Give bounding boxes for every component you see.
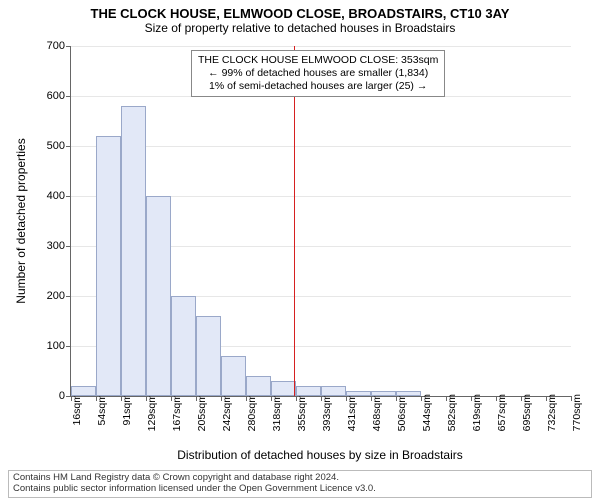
x-axis-label: Distribution of detached houses by size … [70, 448, 570, 462]
x-tick-label: 167sqm [171, 394, 183, 431]
histogram-bar [171, 296, 196, 396]
x-tick-label: 770sqm [571, 394, 583, 431]
histogram-bar [271, 381, 296, 396]
y-tick-label: 300 [31, 240, 65, 252]
histogram-bar [396, 391, 421, 396]
y-tick-label: 0 [31, 390, 65, 402]
x-tick-label: 506sqm [396, 394, 408, 431]
histogram-bar [196, 316, 221, 396]
y-tick-label: 700 [31, 40, 65, 52]
y-tick-mark [66, 96, 71, 97]
y-tick-label: 600 [31, 90, 65, 102]
y-tick-mark [66, 196, 71, 197]
x-tick-label: 431sqm [346, 394, 358, 431]
footer-line2: Contains public sector information licen… [13, 484, 587, 495]
y-tick-label: 500 [31, 140, 65, 152]
y-tick-mark [66, 296, 71, 297]
y-tick-label: 400 [31, 190, 65, 202]
x-tick-label: 468sqm [371, 394, 383, 431]
histogram-bar [146, 196, 171, 396]
histogram-bar [71, 386, 96, 396]
annotation-line2: ← 99% of detached houses are smaller (1,… [198, 67, 438, 80]
histogram-bar [221, 356, 246, 396]
x-tick-label: 695sqm [521, 394, 533, 431]
y-axis-label: Number of detached properties [14, 138, 28, 303]
y-tick-mark [66, 246, 71, 247]
x-tick-label: 16sqm [71, 394, 83, 426]
x-tick-label: 129sqm [146, 394, 158, 431]
x-tick-label: 544sqm [421, 394, 433, 431]
x-tick-label: 355sqm [296, 394, 308, 431]
histogram-bar [296, 386, 321, 396]
chart-container: THE CLOCK HOUSE, ELMWOOD CLOSE, BROADSTA… [0, 0, 600, 500]
annotation-line3: 1% of semi-detached houses are larger (2… [198, 80, 438, 93]
x-tick-label: 582sqm [446, 394, 458, 431]
x-tick-label: 242sqm [221, 394, 233, 431]
x-tick-label: 393sqm [321, 394, 333, 431]
y-tick-label: 200 [31, 290, 65, 302]
x-tick-label: 657sqm [496, 394, 508, 431]
x-tick-label: 54sqm [96, 394, 108, 426]
x-tick-label: 91sqm [121, 394, 133, 426]
gridline [71, 146, 571, 147]
annotation-box: THE CLOCK HOUSE ELMWOOD CLOSE: 353sqm ← … [191, 50, 445, 97]
y-tick-mark [66, 46, 71, 47]
histogram-bar [346, 391, 371, 396]
plot-area: 010020030040050060070016sqm54sqm91sqm129… [70, 46, 571, 397]
marker-line [294, 46, 295, 396]
chart-subtitle: Size of property relative to detached ho… [0, 21, 600, 39]
chart-title: THE CLOCK HOUSE, ELMWOOD CLOSE, BROADSTA… [0, 0, 600, 21]
histogram-bar [371, 391, 396, 396]
annotation-line1: THE CLOCK HOUSE ELMWOOD CLOSE: 353sqm [198, 54, 438, 67]
x-tick-label: 280sqm [246, 394, 258, 431]
y-tick-mark [66, 346, 71, 347]
x-tick-label: 205sqm [196, 394, 208, 431]
x-tick-label: 619sqm [471, 394, 483, 431]
histogram-bar [121, 106, 146, 396]
y-tick-mark [66, 146, 71, 147]
x-tick-label: 318sqm [271, 394, 283, 431]
y-tick-label: 100 [31, 340, 65, 352]
histogram-bar [246, 376, 271, 396]
gridline [71, 46, 571, 47]
histogram-bar [96, 136, 121, 396]
x-tick-label: 732sqm [546, 394, 558, 431]
histogram-bar [321, 386, 346, 396]
footer-box: Contains HM Land Registry data © Crown c… [8, 470, 592, 498]
